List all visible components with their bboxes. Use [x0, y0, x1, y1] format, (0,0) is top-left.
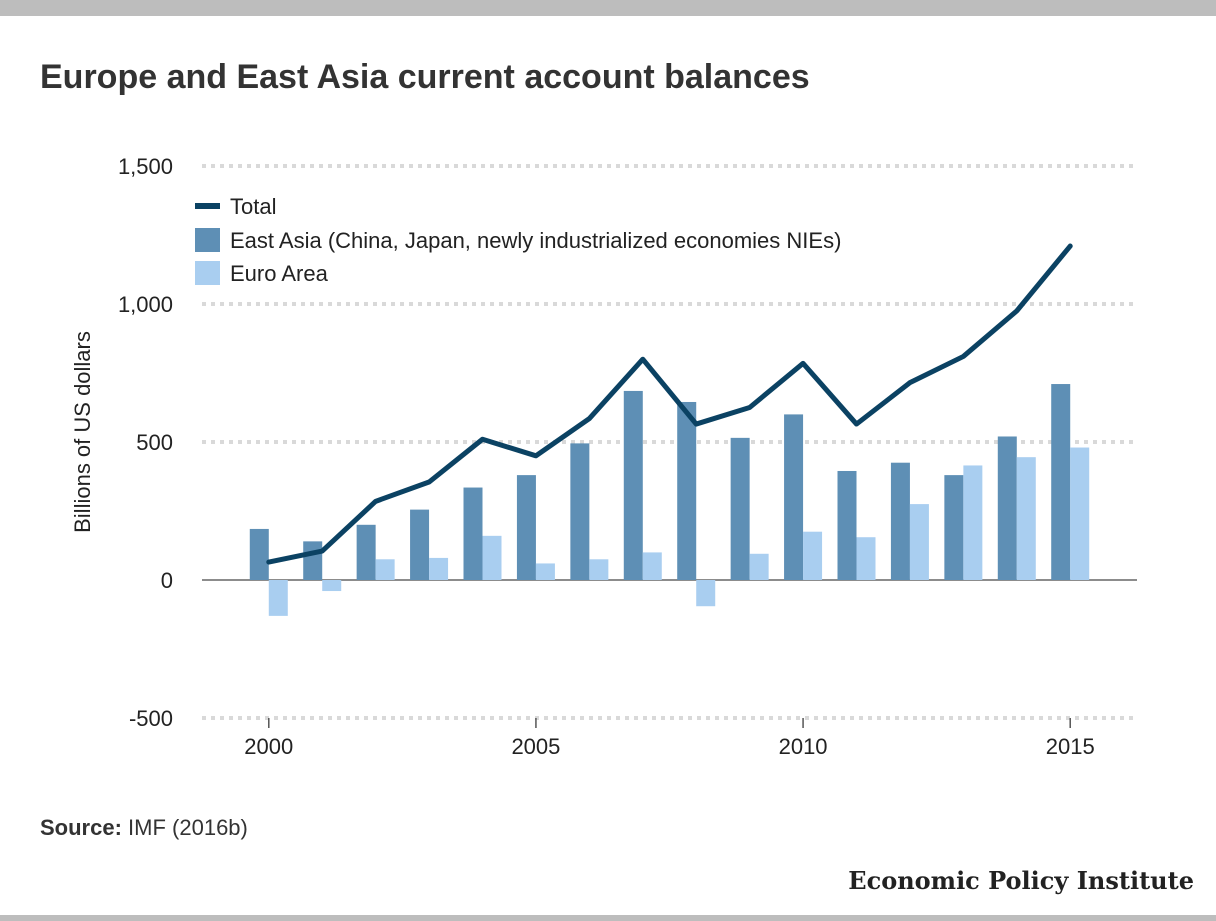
- bar-euro-area: [1016, 457, 1036, 580]
- y-tick-label: -500: [129, 706, 173, 731]
- x-tick-label: 2005: [511, 734, 560, 759]
- source-note: Source: IMF (2016b): [40, 815, 248, 841]
- y-tick-label: 500: [136, 430, 173, 455]
- bar-east-asia: [837, 470, 857, 580]
- bar-euro-area: [1070, 447, 1090, 580]
- legend-swatch-east-asia: [195, 228, 220, 252]
- bar-east-asia: [1051, 384, 1071, 580]
- bar-euro-area: [696, 580, 716, 607]
- x-tick-label: 2010: [779, 734, 828, 759]
- bar-east-asia: [890, 462, 910, 580]
- bar-east-asia: [997, 436, 1017, 580]
- bar-east-asia: [730, 437, 750, 580]
- legend-background: [189, 186, 941, 290]
- bar-euro-area: [535, 563, 555, 580]
- x-tick-label: 2015: [1046, 734, 1095, 759]
- bar-east-asia: [249, 528, 269, 580]
- bar-east-asia: [410, 509, 430, 580]
- legend-label: Euro Area: [230, 261, 329, 286]
- bar-euro-area: [375, 559, 395, 580]
- bar-east-asia: [570, 443, 590, 580]
- chart-title: Europe and East Asia current account bal…: [40, 58, 810, 96]
- bar-euro-area: [429, 557, 449, 580]
- bottom-border: [0, 915, 1216, 921]
- chart-area: -500 0 500 1,000 1,500 Billions of US dollars…: [70, 154, 1137, 759]
- bar-euro-area: [963, 465, 983, 580]
- y-tick-label: 1,500: [118, 154, 173, 179]
- bar-euro-area: [856, 537, 876, 580]
- legend-swatch-total: [195, 203, 220, 209]
- y-tick-label: 0: [161, 568, 173, 593]
- source-label: Source:: [40, 815, 122, 840]
- top-border: [0, 0, 1216, 16]
- bar-euro-area: [322, 580, 342, 592]
- legend-swatch-euro-area: [195, 261, 220, 285]
- bar-euro-area: [909, 504, 929, 580]
- legend-label: East Asia (China, Japan, newly industria…: [230, 228, 841, 253]
- bar-euro-area: [589, 559, 609, 580]
- bar-euro-area: [749, 553, 769, 580]
- y-tick-label: 1,000: [118, 292, 173, 317]
- bar-euro-area: [642, 552, 662, 580]
- bar-east-asia: [463, 487, 483, 580]
- bar-euro-area: [803, 531, 823, 580]
- bar-east-asia: [623, 390, 643, 580]
- bar-east-asia: [356, 524, 376, 580]
- y-axis-label: Billions of US dollars: [70, 331, 95, 533]
- brand-logo: Economic Policy Institute: [848, 866, 1194, 895]
- legend-label: Total: [230, 194, 276, 219]
- bar-euro-area: [482, 535, 502, 580]
- x-tick-label: 2000: [244, 734, 293, 759]
- bar-east-asia: [784, 414, 804, 580]
- bar-east-asia: [677, 401, 697, 580]
- bar-east-asia: [516, 475, 536, 580]
- bar-east-asia: [303, 541, 323, 580]
- source-text: IMF (2016b): [128, 815, 248, 840]
- bar-euro-area: [268, 580, 288, 616]
- line-total: [266, 243, 1073, 565]
- bar-east-asia: [944, 475, 964, 580]
